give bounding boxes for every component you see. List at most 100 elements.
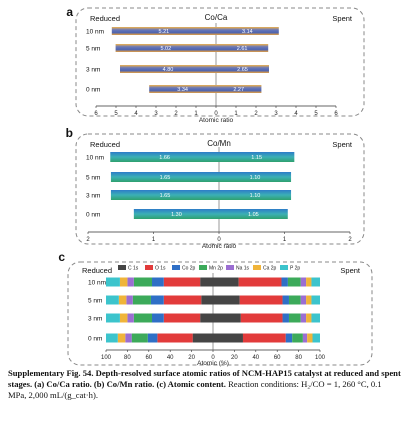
- segment-spent-o: [238, 277, 282, 287]
- segment-spent-p: [311, 277, 320, 287]
- legend-swatch: [253, 265, 261, 270]
- panel-c-tick-label: 20: [188, 355, 195, 361]
- panel-b-bar-spent: [219, 190, 292, 200]
- panel-b-category-label: 10 nm: [86, 155, 104, 162]
- panel-a-frame: [75, 7, 365, 117]
- panel-a-tick-label: 4: [294, 111, 298, 117]
- segment-reduced-ca: [119, 277, 128, 287]
- segment-spent-o: [240, 313, 283, 323]
- panel-c-frame: [67, 261, 373, 366]
- panel-b-value-label-reduced: 1.65: [160, 175, 171, 181]
- panel-c-category-label: 10 nm: [88, 280, 106, 287]
- segment-spent-mn: [292, 333, 303, 343]
- panel-b-value-label-reduced: 1.66: [159, 155, 170, 161]
- panel-b-category-label: 5 nm: [86, 175, 100, 182]
- panel-b-bar-reduced: [133, 209, 219, 219]
- panel-b-reduced-label: Reduced: [90, 140, 120, 149]
- segment-reduced-na: [125, 333, 132, 343]
- segment-reduced-o: [163, 313, 201, 323]
- panel-b-category-label: 0 nm: [86, 212, 100, 219]
- legend-swatch: [145, 265, 153, 270]
- segment-spent-p: [311, 313, 320, 323]
- caption-bold: Supplementary Fig. 54. Depth-resolved su…: [8, 368, 401, 389]
- segment-spent-na: [302, 333, 308, 343]
- panel-a-tick-label: 6: [334, 111, 338, 117]
- panel-b-tick-label: 1: [283, 237, 287, 243]
- panel-c-category-label: 0 nm: [88, 336, 102, 343]
- panel-a-category-label: 10 nm: [86, 29, 104, 36]
- legend-swatch: [226, 265, 234, 270]
- panel-b-value-label-spent: 1.15: [251, 155, 262, 161]
- panel-c-tick-label: 100: [315, 355, 326, 361]
- panel-c-x-label: Atomic (%): [197, 360, 229, 367]
- panel-b-value-label-reduced: 1.65: [160, 193, 171, 199]
- panel-c-tick-label: 80: [124, 355, 131, 361]
- panel-b-x-label: Atomic ratio: [202, 243, 237, 250]
- panel-a-x-label: Atomic ratio: [199, 117, 234, 124]
- segment-spent-p: [312, 333, 320, 343]
- panel-a-value-label-reduced: 4.80: [163, 67, 174, 73]
- segment-spent-co: [282, 313, 289, 323]
- panel-b-tick-label: 0: [217, 237, 221, 243]
- panel-a-value-label-reduced: 5.02: [160, 46, 171, 52]
- segment-spent-mn: [288, 313, 301, 323]
- panel-b-tick-label: 2: [86, 237, 90, 243]
- segment-reduced-co: [150, 295, 164, 305]
- segment-reduced-o: [163, 277, 201, 287]
- segment-spent-ca: [307, 333, 313, 343]
- segment-reduced-p: [106, 313, 120, 323]
- segment-spent-na: [300, 295, 307, 305]
- segment-reduced-co: [152, 313, 164, 323]
- segment-spent-na: [300, 277, 307, 287]
- panel-b-value-label-spent: 1.10: [250, 193, 261, 199]
- segment-reduced-c: [201, 295, 213, 305]
- segment-spent-o: [242, 333, 286, 343]
- panel-a-bar-reduced: [115, 44, 216, 52]
- panel-a-tick-label: 0: [214, 111, 218, 117]
- segment-spent-c: [213, 295, 240, 305]
- panel-c-tick-label: 80: [295, 355, 302, 361]
- legend-label: Mn 2p: [209, 266, 223, 272]
- legend-label: Na 1s: [236, 266, 250, 272]
- panel-a-value-label-reduced: 3.34: [177, 87, 188, 93]
- panel-b-tick-label: 2: [348, 237, 352, 243]
- segment-spent-co: [285, 333, 293, 343]
- panel-c-tick-label: 60: [274, 355, 281, 361]
- legend-label: Ca 2p: [263, 266, 277, 272]
- panel-c-tick-label: 20: [231, 355, 238, 361]
- panel-a-tick-label: 3: [154, 111, 158, 117]
- panel-b-title: Co/Mn: [207, 139, 231, 148]
- segment-spent-mn: [287, 277, 301, 287]
- panel-a-tick-label: 5: [114, 111, 118, 117]
- panel-a-value-label-reduced: 5.21: [159, 29, 170, 35]
- panel-b-bar-reduced: [110, 190, 219, 200]
- segment-reduced-p: [106, 295, 119, 305]
- panel-a-bar-spent: [216, 85, 262, 93]
- legend-swatch: [118, 265, 126, 270]
- panel-a-bar-spent: [216, 27, 279, 35]
- legend-swatch: [280, 265, 288, 270]
- segment-reduced-na: [127, 313, 134, 323]
- segment-spent-co: [282, 295, 289, 305]
- segment-reduced-c: [200, 313, 213, 323]
- segment-spent-o: [239, 295, 283, 305]
- panel-a-tick-label: 5: [314, 111, 318, 117]
- panel-b-bar-spent: [219, 209, 288, 219]
- panel-a-tick-label: 1: [234, 111, 238, 117]
- panel-a-tick-label: 3: [274, 111, 278, 117]
- panel-b-letter: b: [66, 126, 73, 140]
- panel-b-value-label-reduced: 1.30: [171, 212, 182, 218]
- segment-reduced-ca: [117, 333, 126, 343]
- segment-reduced-mn: [133, 313, 153, 323]
- panel-a-tick-label: 6: [94, 111, 98, 117]
- panel-c-tick-label: 40: [167, 355, 174, 361]
- panel-a-tick-label: 2: [254, 111, 258, 117]
- panel-a-bar-spent: [216, 65, 269, 73]
- panel-a-tick-label: 1: [194, 111, 198, 117]
- panel-b-value-label-spent: 1.10: [250, 175, 261, 181]
- segment-spent-mn: [288, 295, 301, 305]
- panel-a-bar-reduced: [120, 65, 216, 73]
- panel-a-value-label-spent: 2.27: [233, 87, 244, 93]
- segment-reduced-co: [152, 277, 164, 287]
